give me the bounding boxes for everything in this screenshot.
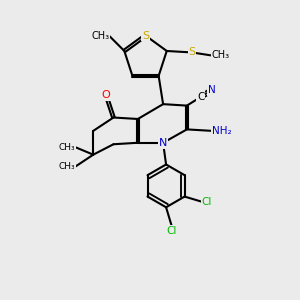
Text: C: C [197, 92, 204, 102]
Text: N: N [159, 138, 167, 148]
Text: CH₃: CH₃ [92, 31, 110, 41]
Text: CH₃: CH₃ [211, 50, 230, 60]
Text: S: S [188, 47, 196, 58]
Text: S: S [142, 31, 149, 40]
Text: Cl: Cl [202, 197, 212, 207]
Text: N: N [208, 85, 216, 95]
Text: CH₃: CH₃ [59, 162, 75, 171]
Text: Cl: Cl [167, 226, 177, 236]
Text: CH₃: CH₃ [59, 143, 75, 152]
Text: O: O [102, 90, 110, 100]
Text: NH₂: NH₂ [212, 126, 232, 136]
